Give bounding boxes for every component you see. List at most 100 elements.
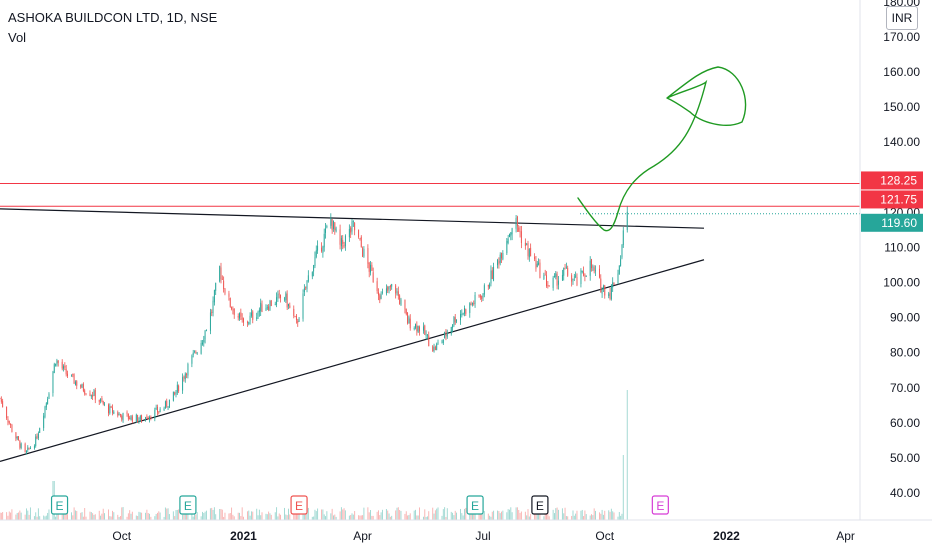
- candle-body: [166, 400, 168, 407]
- candle-body: [424, 325, 426, 335]
- candle-body: [618, 265, 620, 274]
- volume-bar: [335, 516, 337, 520]
- candle-body: [80, 384, 82, 388]
- candle-body: [344, 235, 346, 247]
- volume-bar: [150, 516, 152, 520]
- time-tick-label: Oct: [112, 529, 131, 543]
- candle-body: [7, 419, 9, 423]
- candle-body: [456, 319, 458, 322]
- volume-bar: [544, 513, 546, 520]
- candle-body: [182, 377, 184, 391]
- volume-bar: [268, 511, 270, 520]
- volume-bar: [213, 507, 215, 520]
- candle-body: [499, 254, 501, 263]
- candle-body: [612, 282, 614, 288]
- candle-body: [81, 383, 83, 388]
- candle-body: [387, 287, 389, 291]
- volume-bar: [183, 513, 185, 520]
- volume-bar: [326, 511, 328, 520]
- candle-body: [63, 366, 64, 369]
- candle-body: [20, 443, 22, 449]
- volume-bar: [520, 511, 522, 520]
- candle-body: [191, 355, 193, 364]
- volume-bar: [81, 512, 83, 520]
- candle-body: [98, 400, 100, 402]
- volume-bar: [450, 511, 452, 520]
- volume-bar: [516, 507, 518, 520]
- candle-body: [257, 311, 259, 317]
- time-tick-label: Jul: [475, 529, 490, 543]
- volume-bar: [509, 509, 510, 520]
- volume-bar: [613, 512, 615, 520]
- candle-body: [285, 293, 287, 301]
- volume-bar: [464, 508, 465, 520]
- candle-body: [506, 240, 508, 254]
- candle-body: [0, 399, 2, 402]
- volume-bar: [479, 514, 481, 520]
- candle-body: [213, 290, 215, 303]
- volume-bar: [231, 507, 233, 520]
- volume-bar: [444, 507, 446, 520]
- volume-bar: [471, 514, 473, 520]
- price-tick-label: 110.00: [884, 240, 920, 254]
- volume-bar: [286, 515, 288, 520]
- volume-bar: [441, 515, 443, 520]
- volume-bar: [311, 516, 313, 520]
- volume-bar: [130, 513, 132, 520]
- candle-body: [417, 325, 419, 333]
- volume-bar: [378, 510, 379, 520]
- candle-body: [557, 280, 559, 285]
- candle-body: [478, 294, 480, 296]
- volume-bar: [135, 515, 137, 520]
- volume-bar: [270, 514, 272, 520]
- candle-body: [174, 392, 176, 394]
- candle-body: [224, 288, 226, 294]
- volume-bar: [191, 509, 193, 520]
- candle-body: [35, 436, 37, 446]
- candle-body: [367, 248, 369, 264]
- volume-bar: [333, 515, 334, 520]
- volume-bar: [352, 514, 354, 520]
- price-axis-label: 121.75: [880, 192, 917, 206]
- candle-body: [368, 263, 370, 272]
- candle-body: [434, 346, 436, 350]
- volume-bar: [6, 512, 8, 520]
- volume-bar: [92, 513, 94, 520]
- volume-bar: [174, 516, 176, 520]
- earnings-marker-label: E: [184, 499, 192, 513]
- volume-bar: [72, 515, 74, 520]
- volume-bar: [45, 515, 47, 520]
- earnings-marker-box: [50, 495, 69, 515]
- volume-bar: [8, 511, 10, 520]
- candle-body: [139, 415, 141, 420]
- candle-body: [543, 275, 545, 279]
- volume-bar: [425, 516, 427, 520]
- candle-body: [249, 315, 251, 322]
- currency-button[interactable]: INR: [886, 6, 918, 30]
- candle-body: [595, 270, 596, 272]
- volume-bar: [454, 510, 456, 520]
- candle-body: [2, 401, 4, 408]
- volume-bar: [372, 515, 374, 520]
- candle-body: [535, 260, 537, 269]
- candle-body: [461, 314, 463, 316]
- candle-body: [248, 322, 250, 324]
- candle-body: [178, 385, 180, 392]
- volume-bar: [330, 513, 332, 520]
- earnings-marker: E: [466, 495, 484, 515]
- volume-bar: [618, 512, 620, 520]
- candle-body: [138, 419, 140, 423]
- volume-bar: [67, 512, 68, 520]
- candle-body: [358, 229, 360, 238]
- volume-bar: [175, 510, 177, 520]
- candle-body: [37, 433, 39, 439]
- resistance-trendline: [0, 208, 705, 229]
- volume-indicator-label[interactable]: Vol: [8, 30, 27, 45]
- candle-body: [464, 308, 465, 314]
- candle-body: [575, 275, 577, 277]
- volume-bar: [474, 513, 476, 520]
- candle-body: [298, 318, 300, 322]
- volume-bar: [33, 516, 35, 520]
- chart-symbol-title[interactable]: ASHOKA BUILDCON LTD, 1D, NSE: [8, 10, 218, 25]
